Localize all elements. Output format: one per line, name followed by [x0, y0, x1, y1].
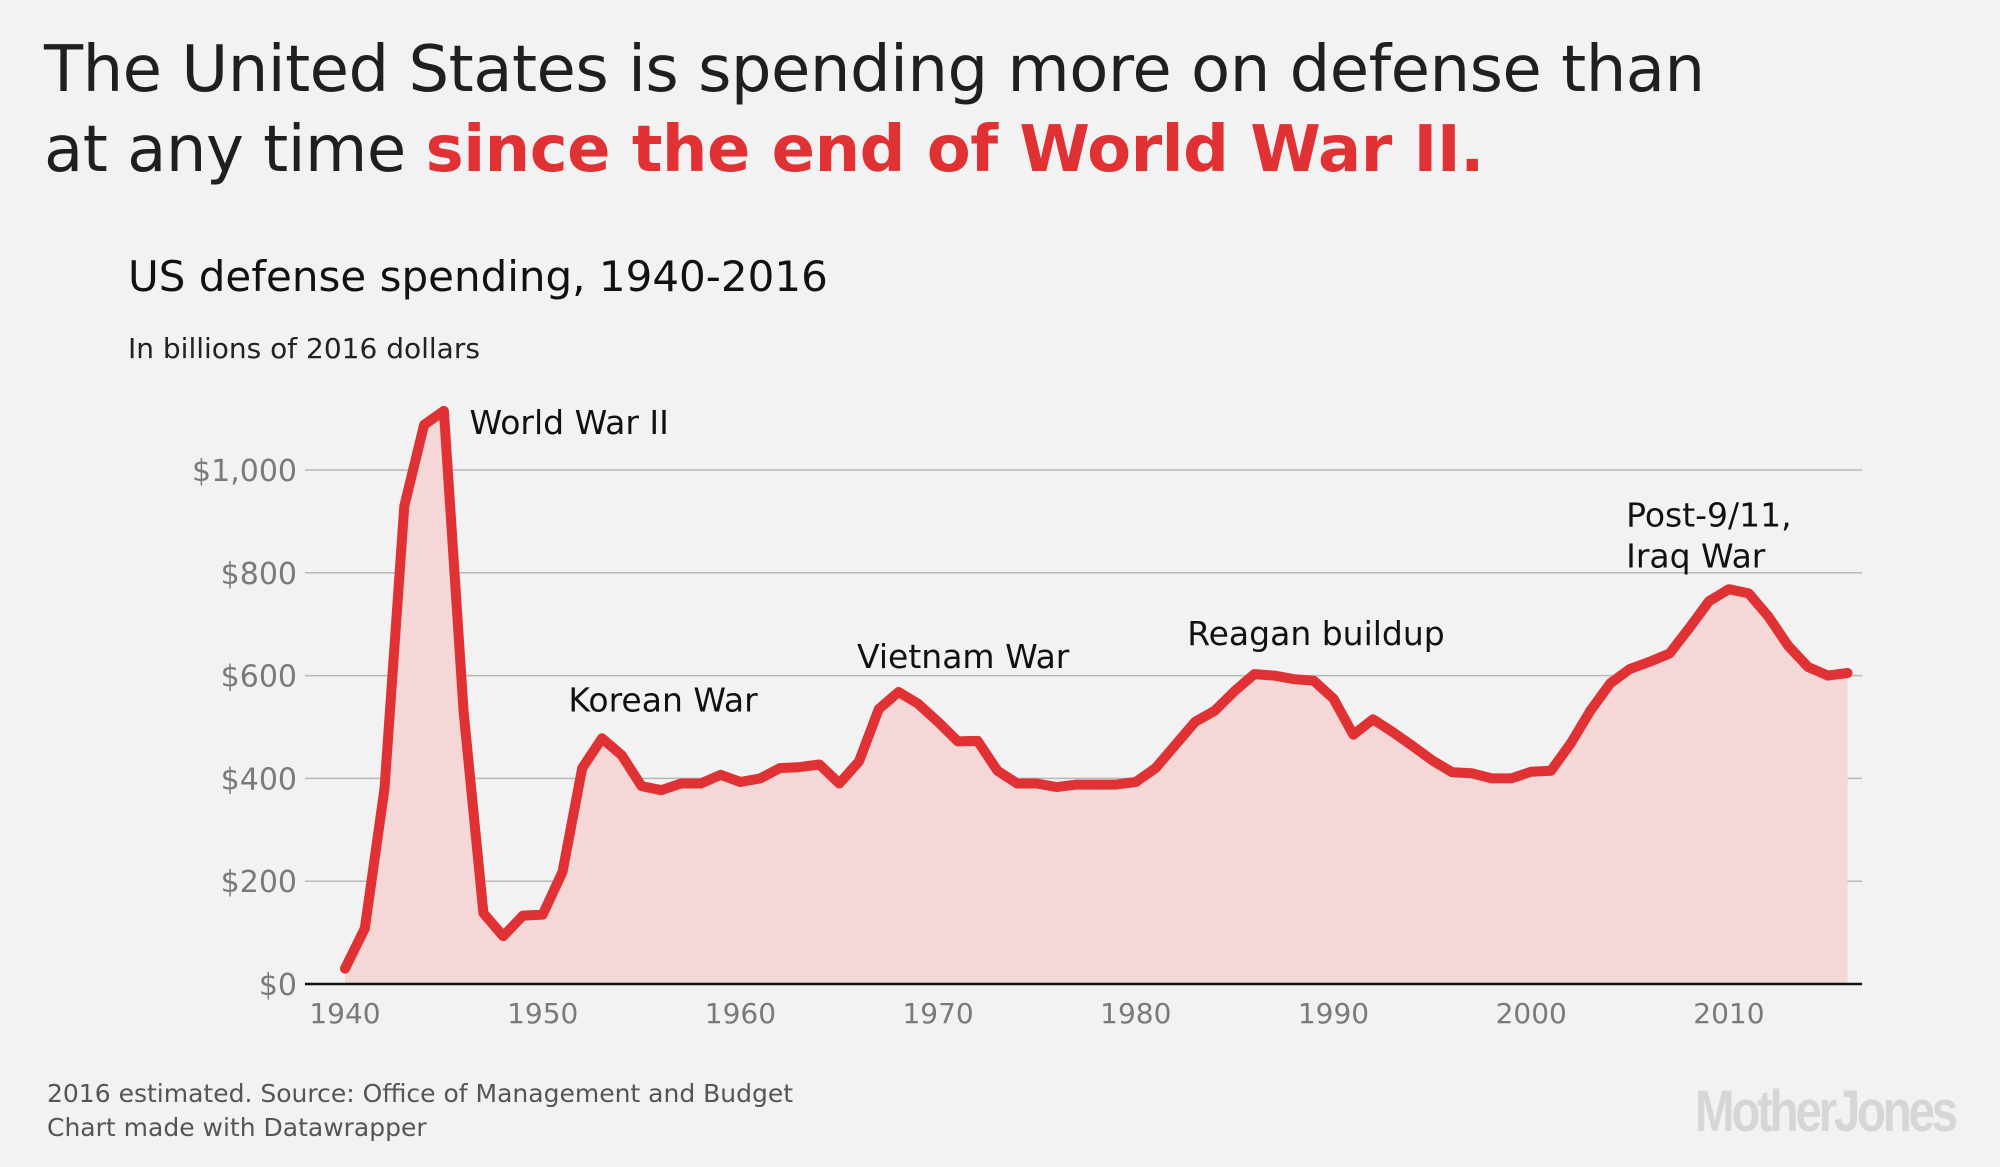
mother-jones-logo: MotherJones — [1695, 1079, 1958, 1144]
y-tick-label: $800 — [221, 557, 297, 592]
x-tick-label: 1970 — [902, 997, 973, 1030]
headline-highlight: since the end of World War II. — [425, 113, 1485, 187]
headline-part-2: at any time — [44, 113, 426, 187]
area-fill — [345, 410, 1848, 984]
headline: The United States is spending more on de… — [44, 30, 1705, 190]
annotation-label: Post-9/11, — [1626, 496, 1792, 535]
annotation-label: World War II — [470, 403, 669, 442]
y-tick-label: $0 — [259, 968, 297, 1003]
source-note: 2016 estimated. Source: Office of Manage… — [47, 1079, 794, 1108]
x-tick-label: 1940 — [309, 997, 380, 1030]
annotation-label: Korean War — [568, 681, 758, 720]
y-axis-ticks: $0 $200 $400 $600 $800 $1,000 — [192, 454, 297, 1003]
chart-subtitle: In billions of 2016 dollars — [128, 332, 480, 365]
series-line — [340, 405, 1853, 974]
x-tick-label: 1990 — [1298, 997, 1369, 1030]
x-tick-label: 1960 — [705, 997, 776, 1030]
annotation-label: Reagan buildup — [1187, 614, 1445, 653]
x-tick-label: 1980 — [1100, 997, 1171, 1030]
chart-title: US defense spending, 1940-2016 — [128, 252, 828, 301]
y-tick-label: $600 — [221, 660, 297, 695]
footer: 2016 estimated. Source: Office of Manage… — [47, 1077, 793, 1145]
x-tick-label: 2000 — [1496, 997, 1567, 1030]
x-tick-label: 2010 — [1693, 997, 1764, 1030]
x-tick-label: 1950 — [507, 997, 578, 1030]
annotations: World War II Korean War Vietnam War Reagan … — [470, 403, 1792, 720]
y-tick-label: $400 — [221, 762, 297, 797]
y-tick-label: $200 — [221, 865, 297, 900]
annotation-label: Vietnam War — [857, 637, 1070, 676]
headline-line-2: at any time since the end of World War I… — [44, 110, 1705, 190]
headline-line-1: The United States is spending more on de… — [44, 33, 1705, 107]
annotation-label: Iraq War — [1626, 537, 1766, 576]
credit-note: Chart made with Datawrapper — [47, 1113, 427, 1142]
x-axis-ticks: 1940 1950 1960 1970 1980 1990 2000 2010 — [309, 997, 1764, 1030]
y-tick-label: $1,000 — [192, 454, 297, 489]
